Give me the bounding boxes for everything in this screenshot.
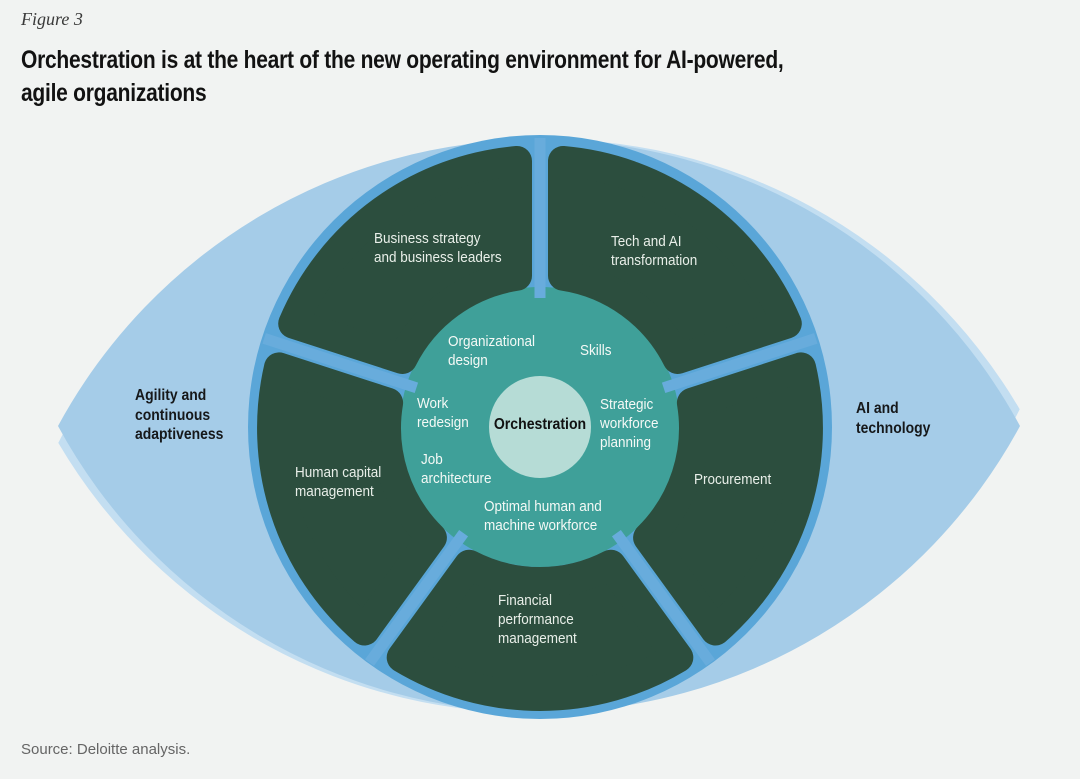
segment-procurement — [633, 352, 823, 646]
figure-title: Orchestration is at the heart of the new… — [21, 46, 784, 107]
label-business-strategy: Business strategy and business leaders — [374, 230, 502, 266]
label-organizational-design: Organizational design — [448, 333, 536, 369]
segment-human-capital — [257, 352, 447, 646]
label-orchestration: Orchestration — [493, 416, 587, 433]
spoke-lower-left — [365, 529, 469, 666]
label-strategic-workforce-planning: Strategic workforce planning — [600, 396, 659, 451]
label-tech-ai-transformation: Tech and AI transformation — [611, 233, 698, 269]
label-agility-adaptiveness: Agility and continuous adaptiveness — [135, 387, 224, 443]
label-ai-and-technology: AI and technology — [856, 400, 931, 437]
figure-number: Figure 3 — [21, 9, 83, 29]
label-human-capital-management: Human capital management — [295, 464, 382, 500]
label-optimal-workforce: Optimal human and machine workforce — [484, 498, 602, 534]
label-skills: Skills — [580, 342, 612, 359]
segment-financial — [386, 549, 694, 711]
core-circle — [489, 376, 591, 478]
spoke-upper-right — [661, 333, 818, 394]
spoke-upper-left — [262, 333, 419, 394]
label-financial-performance: Financial performance management — [498, 592, 577, 647]
segment-business-strategy — [278, 146, 532, 374]
label-procurement: Procurement — [694, 471, 772, 488]
label-job-architecture: Job architecture — [421, 451, 492, 487]
spoke-lower-right — [611, 529, 715, 666]
source-note: Source: Deloitte analysis. — [21, 741, 191, 758]
label-work-redesign: Work redesign — [417, 395, 469, 431]
segment-tech-ai — [548, 146, 802, 374]
